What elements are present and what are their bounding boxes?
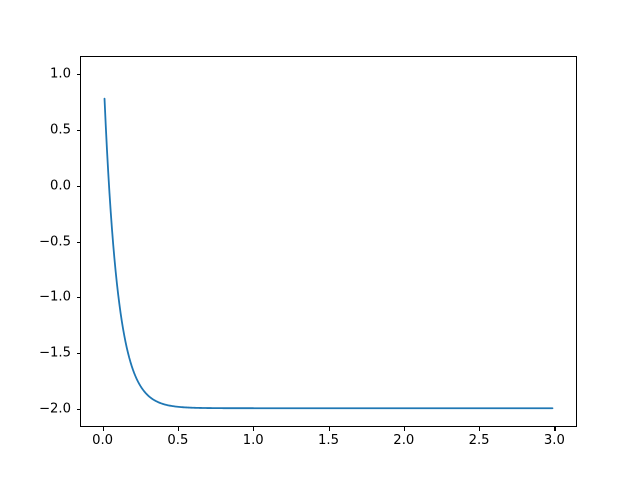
plot-canvas xyxy=(81,57,576,426)
x-tick-label: 3.0 xyxy=(543,433,565,448)
y-tick-mark xyxy=(76,73,80,75)
x-tick-label: 2.5 xyxy=(468,433,490,448)
y-tick-label: −1.5 xyxy=(38,345,71,361)
y-tick-label: −1.0 xyxy=(38,289,71,305)
x-tick-label: 0.0 xyxy=(92,433,114,448)
y-tick-mark xyxy=(76,409,80,411)
x-tick-mark xyxy=(403,427,405,431)
line-series-exponential-decay xyxy=(105,99,553,409)
plot-axes xyxy=(80,56,577,427)
y-tick-label: 1.0 xyxy=(50,66,71,82)
y-tick-mark xyxy=(76,353,80,355)
x-tick-mark xyxy=(554,427,556,431)
x-tick-mark xyxy=(177,427,179,431)
x-tick-mark xyxy=(102,427,104,431)
x-tick-mark xyxy=(479,427,481,431)
x-tick-label: 1.5 xyxy=(318,433,339,448)
y-tick-label: −2.0 xyxy=(38,401,71,417)
y-tick-mark xyxy=(76,129,80,131)
y-tick-mark xyxy=(76,241,80,243)
x-tick-mark xyxy=(253,427,255,431)
y-tick-mark xyxy=(76,185,80,187)
x-tick-label: 0.5 xyxy=(167,433,189,448)
y-tick-mark xyxy=(76,297,80,299)
y-tick-label: 0.5 xyxy=(50,122,71,138)
y-tick-label: −0.5 xyxy=(38,233,71,249)
x-tick-label: 1.0 xyxy=(242,433,264,448)
y-tick-label: 0.0 xyxy=(50,178,71,194)
x-tick-mark xyxy=(328,427,330,431)
x-tick-label: 2.0 xyxy=(393,433,415,448)
